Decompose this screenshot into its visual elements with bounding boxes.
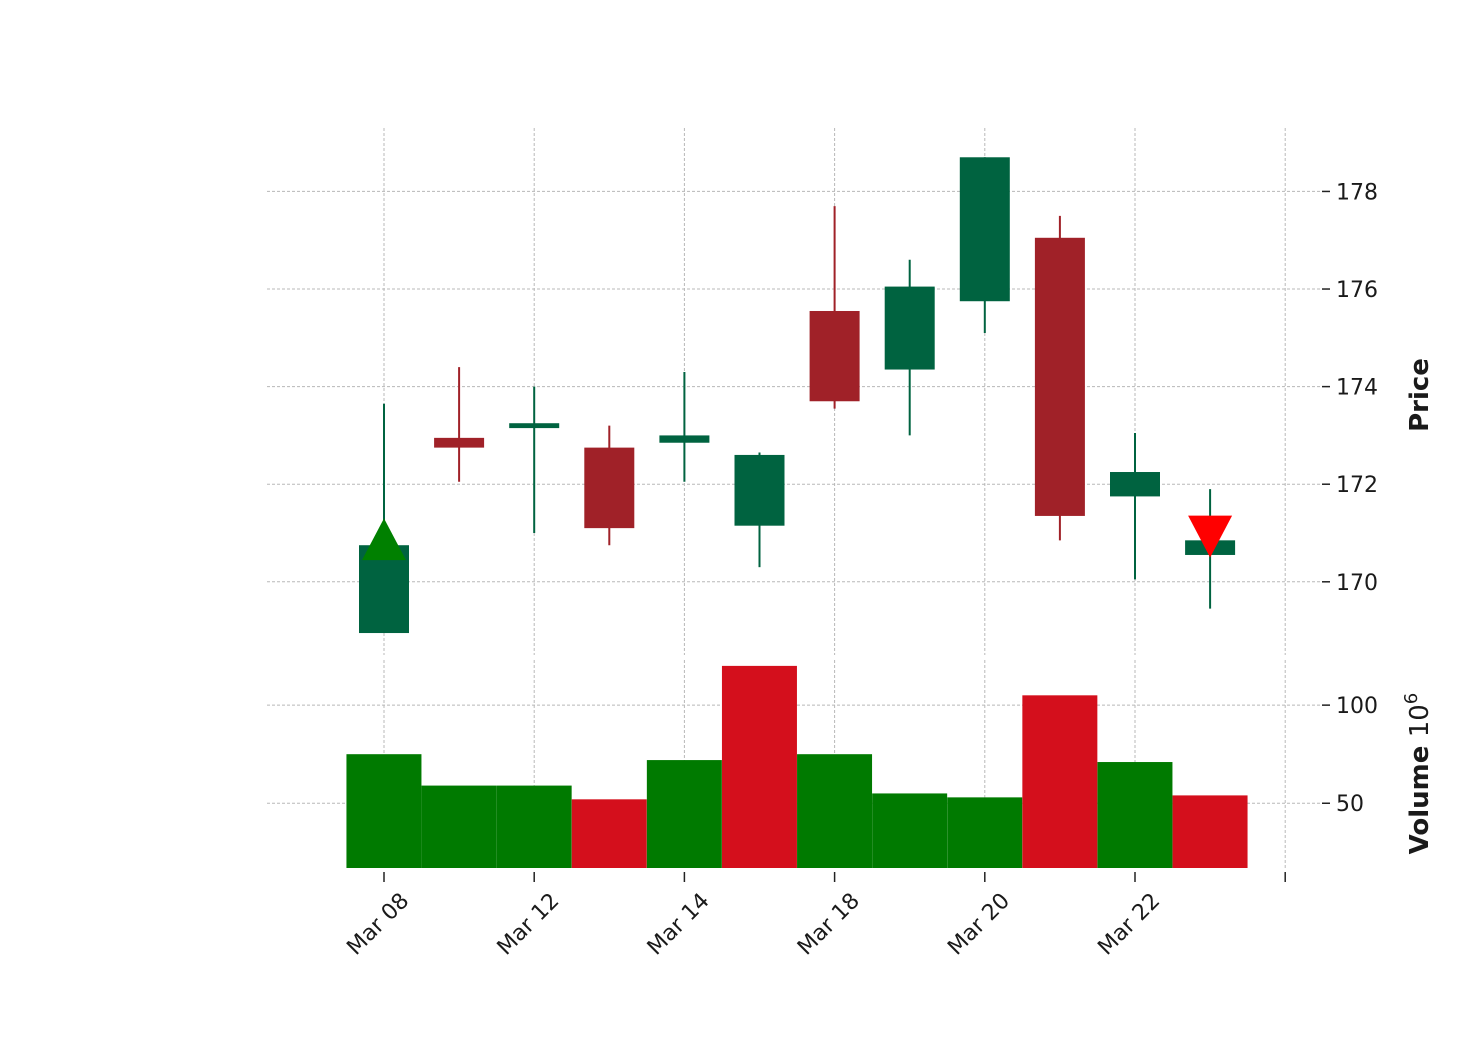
signal-markers (362, 515, 1233, 561)
volume-bar (346, 754, 422, 868)
x-tick-label: Mar 12 (493, 889, 565, 961)
volume-bar (421, 785, 497, 868)
volume-scale-base: 10 (1405, 704, 1435, 737)
volume-scale-exponent: 6 (1401, 693, 1422, 704)
volume-ytick-label: 50 (1336, 792, 1364, 817)
price-ytick-label: 170 (1336, 571, 1378, 596)
candle-body (509, 423, 560, 429)
x-tick-label: Mar 20 (943, 889, 1015, 961)
candle-body (659, 435, 710, 443)
volume-scale-label: 106 (1401, 693, 1435, 738)
volume-ytick-label: 100 (1336, 694, 1378, 719)
sell-signal-marker (1188, 515, 1233, 558)
volume-bar (947, 797, 1023, 868)
candle-body (584, 447, 635, 529)
price-axis-label: Price (1405, 358, 1435, 432)
volume-bar (646, 760, 722, 868)
candles (359, 157, 1236, 634)
volume-bars (346, 665, 1248, 868)
volume-bar (872, 793, 948, 868)
volume-bar (721, 665, 797, 868)
volume-bar (1097, 762, 1173, 868)
x-tick-label: Mar 18 (793, 889, 865, 961)
price-ytick-label: 172 (1336, 473, 1378, 498)
candle-body (734, 454, 785, 526)
price-ytick-label: 178 (1336, 180, 1378, 205)
candle-body (434, 437, 485, 448)
candle-body (959, 157, 1010, 302)
candle-body (884, 286, 935, 370)
volume-bar (1172, 795, 1248, 868)
x-tick-label: Mar 22 (1093, 889, 1165, 961)
volume-bar (496, 785, 572, 868)
volume-axis-label: Volume (1405, 746, 1435, 855)
candle-body (809, 310, 860, 402)
price-ytick-label: 176 (1336, 278, 1378, 303)
volume-bar (797, 754, 873, 868)
volume-bar (1022, 695, 1098, 868)
x-tick-label: Mar 14 (643, 889, 715, 961)
volume-bar (571, 799, 647, 868)
buy-signal-marker (362, 518, 406, 561)
x-tick-label: Mar 08 (342, 889, 414, 961)
candle-body (1110, 472, 1160, 497)
price-ytick-label: 174 (1336, 376, 1378, 401)
candle-body (1034, 237, 1085, 516)
